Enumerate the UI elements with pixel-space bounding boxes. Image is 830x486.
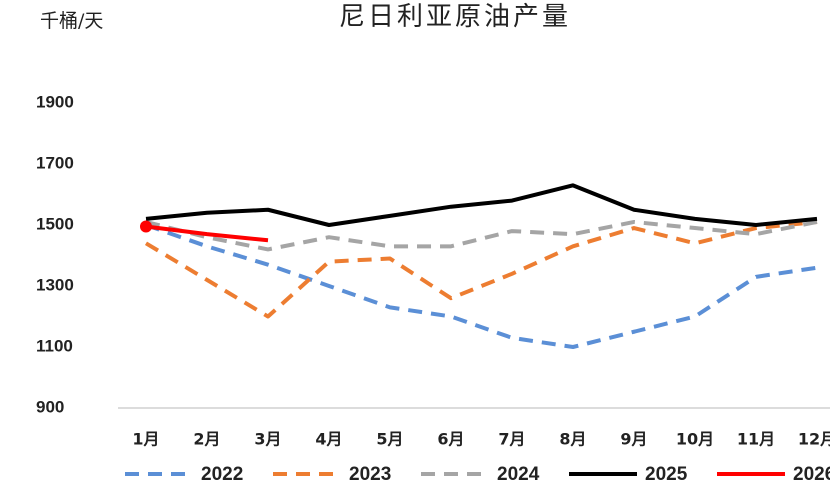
y-tick-label: 1500 <box>36 214 74 233</box>
series-line <box>145 223 818 349</box>
x-tick-label: 10月 <box>676 430 714 449</box>
x-tick-label: 7月 <box>498 430 525 449</box>
chart-title: 尼日利亚原油产量 <box>339 2 571 32</box>
x-tick-label: 9月 <box>620 430 647 449</box>
x-tick-label: 2月 <box>193 430 220 449</box>
point-marker <box>140 220 152 233</box>
y-tick-label: 1700 <box>36 153 74 172</box>
x-tick-label: 8月 <box>559 430 586 449</box>
series-line <box>145 224 269 243</box>
y-tick-label: 1100 <box>36 336 73 355</box>
x-tick-label: 3月 <box>254 430 281 449</box>
legend-label: 2023 <box>349 464 391 485</box>
y-axis-unit: 千桶/天 <box>40 10 103 32</box>
x-tick-label: 6月 <box>437 430 464 449</box>
y-tick-label: 900 <box>36 397 64 416</box>
x-tick-label: 5月 <box>376 430 403 449</box>
legend-label: 2025 <box>645 464 688 485</box>
x-tick-label: 12月 <box>798 430 830 449</box>
legend-label: 2022 <box>201 464 243 485</box>
legend-label: 2026 <box>793 464 830 485</box>
x-tick-label: 1月 <box>132 430 159 449</box>
series-line <box>144 219 818 319</box>
y-tick-label: 1300 <box>36 275 74 294</box>
legend-label: 2024 <box>497 464 540 485</box>
y-tick-label: 1900 <box>36 92 74 111</box>
x-tick-label: 11月 <box>737 430 775 449</box>
series-line <box>145 219 818 252</box>
series-line <box>145 183 818 227</box>
x-tick-label: 4月 <box>315 430 342 449</box>
